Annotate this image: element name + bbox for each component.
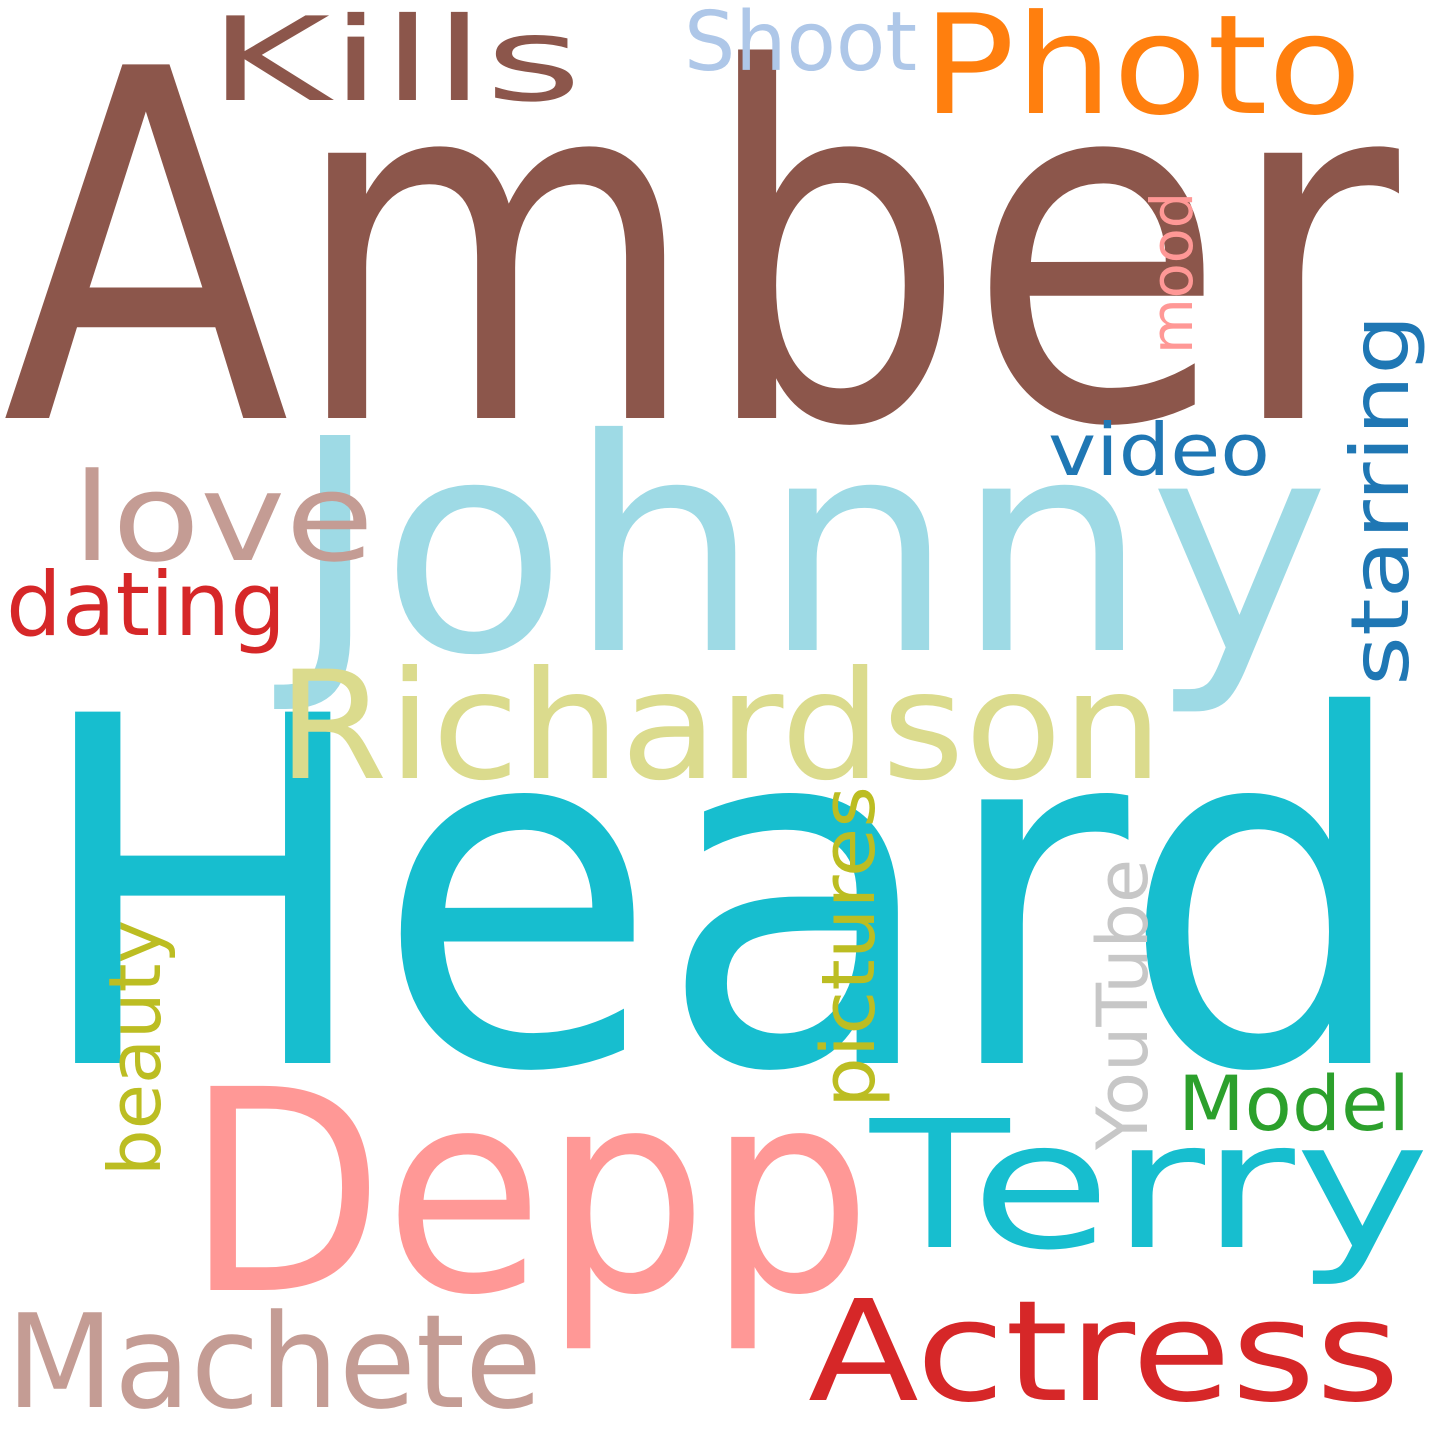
word-model: Model — [1178, 1059, 1410, 1148]
word-video: video — [1048, 408, 1270, 492]
word-love: love — [72, 447, 374, 589]
word-dating: dating — [6, 553, 286, 656]
word-photo: Photo — [922, 0, 1362, 146]
word-beauty: beauty — [93, 920, 177, 1176]
word-youtube: YouTube — [1082, 859, 1164, 1151]
word-richardson: Richardson — [277, 640, 1163, 814]
word-machete: Machete — [6, 1286, 542, 1438]
word-mood: mood — [1138, 192, 1206, 354]
word-shoot: Shoot — [684, 0, 917, 90]
word-depp: Depp — [185, 1031, 872, 1357]
word-terry: Terry — [869, 1083, 1430, 1289]
word-pictures: pictures — [806, 786, 892, 1108]
word-amber: Amber — [2, 0, 1404, 533]
word-actress: Actress — [808, 1271, 1400, 1434]
word-starring: starring — [1334, 314, 1427, 686]
word-heard: Heard — [30, 616, 1412, 1177]
word-johnny: Johnny — [271, 376, 1330, 720]
word-kills: Kills — [208, 0, 582, 128]
